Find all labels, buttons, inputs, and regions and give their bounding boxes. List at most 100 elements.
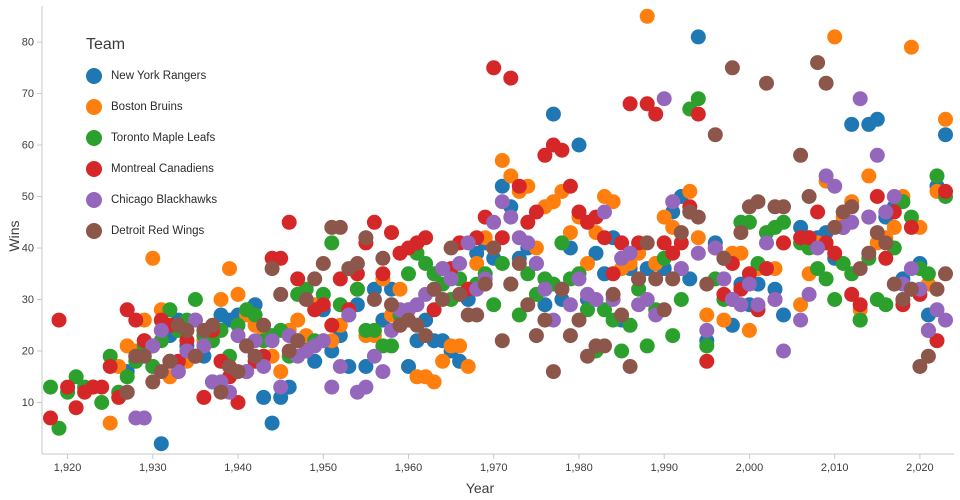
data-point xyxy=(673,292,689,307)
data-point xyxy=(707,127,723,143)
data-point xyxy=(358,230,374,246)
data-point xyxy=(938,111,953,127)
legend-item-new-york-rangers: New York Rangers xyxy=(86,68,217,84)
data-point xyxy=(153,364,169,380)
data-point xyxy=(929,302,945,318)
data-point xyxy=(869,189,885,204)
data-point xyxy=(494,178,510,194)
data-point xyxy=(443,271,459,287)
legend-swatch-icon xyxy=(86,161,102,177)
data-point xyxy=(699,322,715,338)
legend: Team New York Rangers Boston Bruins Toront… xyxy=(86,36,217,254)
data-point xyxy=(290,312,306,328)
data-point xyxy=(375,364,391,380)
data-point xyxy=(852,261,868,277)
data-point xyxy=(759,261,774,277)
data-point xyxy=(818,271,834,287)
data-point xyxy=(545,364,561,380)
data-point xyxy=(230,364,246,380)
data-point xyxy=(187,348,203,364)
data-point xyxy=(741,266,757,282)
x-tick-label: 1,990 xyxy=(650,462,678,474)
legend-items: New York Rangers Boston Bruins Toronto Map… xyxy=(86,68,217,239)
data-point xyxy=(767,281,783,297)
data-point xyxy=(528,204,544,220)
data-point xyxy=(776,343,791,359)
data-point xyxy=(656,302,672,318)
data-point xyxy=(119,302,135,318)
legend-item-toronto-maple-leafs: Toronto Maple Leafs xyxy=(86,130,217,146)
data-point xyxy=(528,256,544,271)
data-point xyxy=(494,256,510,271)
data-point xyxy=(264,333,280,349)
data-point xyxy=(230,317,246,333)
data-point xyxy=(690,230,706,246)
data-point xyxy=(614,235,630,251)
data-point xyxy=(247,307,263,323)
data-point xyxy=(903,219,919,235)
data-point xyxy=(690,106,706,122)
data-point xyxy=(528,328,544,344)
data-point xyxy=(102,348,118,364)
data-point xyxy=(520,297,536,313)
data-point xyxy=(426,302,442,318)
data-point xyxy=(844,286,860,302)
data-point xyxy=(554,235,570,251)
x-tick-label: 2,010 xyxy=(821,462,849,474)
data-point xyxy=(580,302,595,318)
data-point xyxy=(281,343,297,359)
data-point xyxy=(562,178,578,194)
data-point xyxy=(741,214,757,230)
data-point xyxy=(571,312,587,328)
data-point xyxy=(648,271,664,287)
data-point xyxy=(119,369,135,385)
data-point xyxy=(597,338,612,354)
data-point xyxy=(852,297,868,313)
data-point xyxy=(545,106,561,122)
data-point xyxy=(810,240,826,256)
data-point xyxy=(349,281,365,297)
data-point xyxy=(818,168,834,184)
data-point xyxy=(128,312,144,328)
data-point xyxy=(580,256,595,271)
y-tick-label: 40 xyxy=(22,243,34,255)
data-point xyxy=(307,353,323,369)
legend-swatch-icon xyxy=(86,130,102,146)
data-point xyxy=(716,312,732,328)
data-point xyxy=(60,379,76,395)
data-point xyxy=(690,29,706,45)
data-point xyxy=(273,286,289,302)
data-point xyxy=(213,292,229,307)
data-point xyxy=(401,266,416,282)
data-point xyxy=(298,292,314,307)
data-point xyxy=(418,328,434,344)
y-tick-label: 60 xyxy=(22,140,34,152)
data-point xyxy=(366,322,382,338)
data-point xyxy=(750,194,766,210)
data-point xyxy=(844,116,860,132)
data-point xyxy=(298,281,314,297)
data-point xyxy=(852,312,868,328)
data-point xyxy=(852,91,868,107)
data-point xyxy=(673,235,689,251)
data-point xyxy=(665,271,681,287)
data-point xyxy=(597,204,612,220)
data-point xyxy=(622,245,638,261)
data-point xyxy=(682,271,698,287)
data-point xyxy=(494,333,510,349)
data-point xyxy=(511,178,527,194)
data-point xyxy=(793,312,809,328)
data-point xyxy=(912,359,928,374)
data-point xyxy=(162,353,178,369)
data-point xyxy=(571,137,587,153)
legend-swatch-icon xyxy=(86,223,102,239)
data-point xyxy=(213,384,229,400)
data-point xyxy=(375,250,391,266)
data-point xyxy=(733,297,749,313)
x-tick-label: 1,980 xyxy=(565,462,593,474)
data-point xyxy=(332,359,348,374)
data-point xyxy=(273,250,289,266)
data-point xyxy=(179,322,195,338)
